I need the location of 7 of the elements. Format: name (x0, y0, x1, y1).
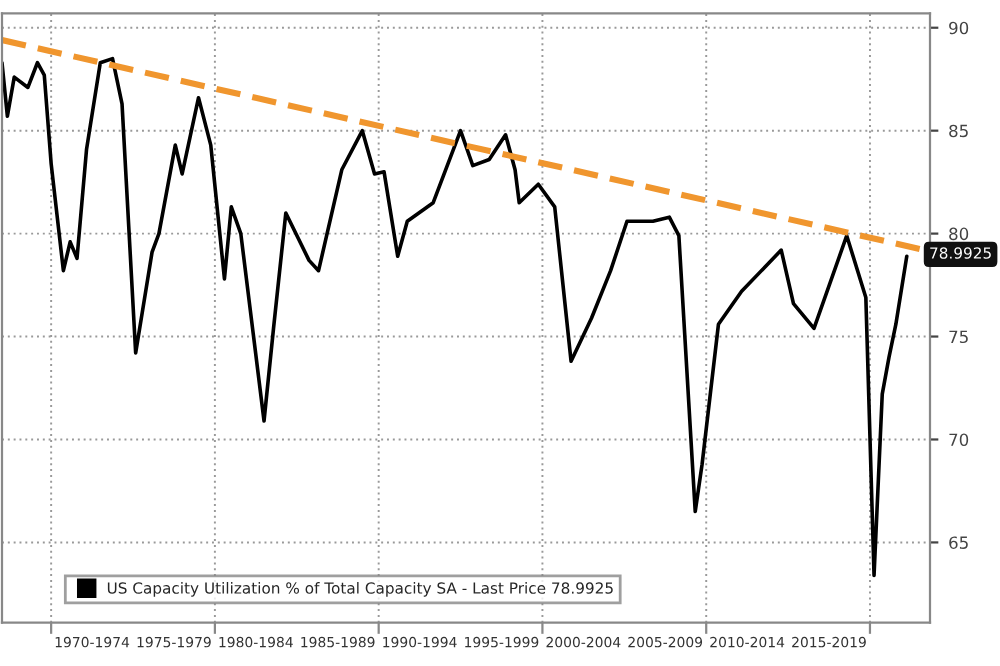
line-series (2, 56, 909, 578)
y-tick-label: 80 (949, 227, 969, 241)
y-tick-label: 75 (949, 330, 968, 344)
y-tick-label: 65 (949, 536, 968, 549)
y-tick-label: 70 (949, 433, 969, 447)
y-tick-label: 90 (949, 21, 969, 35)
y-tick-label: 85 (949, 124, 968, 138)
